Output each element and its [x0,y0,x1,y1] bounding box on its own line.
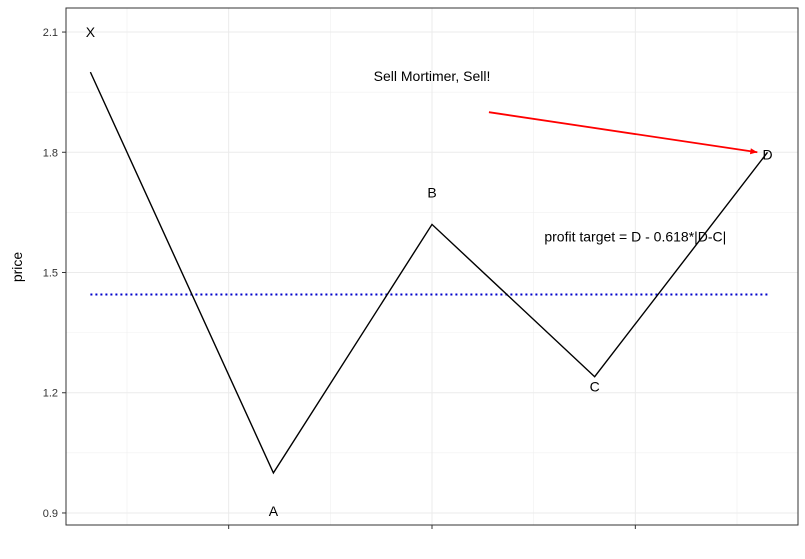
sell-annotation: Sell Mortimer, Sell! [374,68,491,84]
red-arrow-head [749,148,758,155]
axes: 0.9 1.2 1.5 1.8 2.1 [43,27,636,529]
y-tick-label: 1.8 [43,147,58,159]
point-label-B: B [427,184,436,200]
point-label-C: C [590,379,600,395]
point-label-X: X [86,24,96,40]
grid-lines [66,8,798,525]
annotations: X A B C D Sell Mortimer, Sell! profit target =… [86,24,773,519]
y-tick-label: 1.5 [43,268,58,280]
y-tick-label: 0.9 [43,508,58,520]
y-tick-label: 1.2 [43,388,58,400]
price-series [89,71,769,475]
y-tick-label: 2.1 [43,27,58,39]
red-arrow-shaft [488,111,758,154]
point-label-A: A [269,503,279,519]
profit-target-annotation: profit target = D - 0.618*|D-C| [544,228,726,244]
y-axis-title: price [9,252,25,283]
point-label-D: D [762,146,772,162]
